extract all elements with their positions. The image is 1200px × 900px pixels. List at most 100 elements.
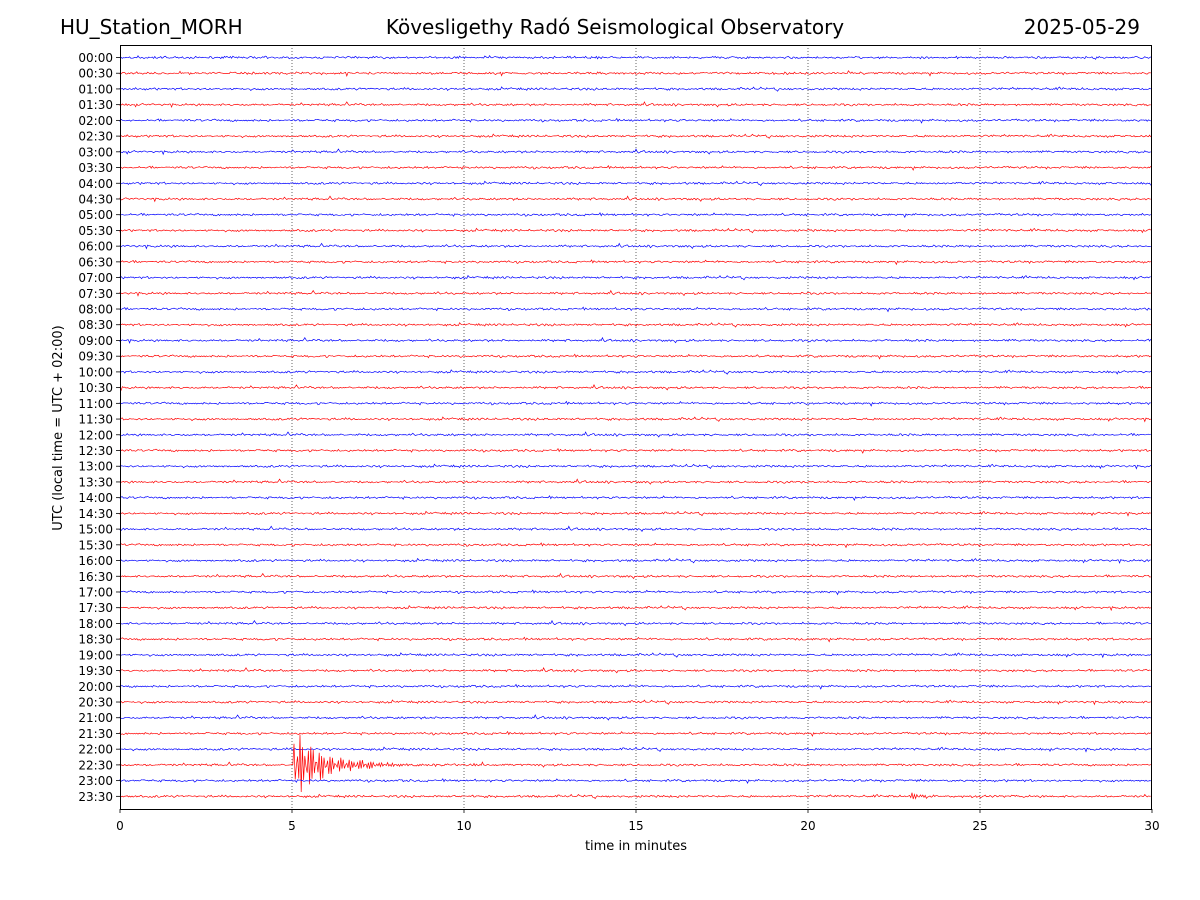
trace-row-2300 bbox=[119, 778, 1151, 785]
y-tick-label: 18:30 bbox=[78, 633, 113, 647]
y-tick-label: 11:00 bbox=[78, 397, 113, 411]
trace-row-1330 bbox=[119, 478, 1151, 485]
y-tick-label: 06:30 bbox=[78, 255, 113, 269]
y-tick-label: 16:30 bbox=[78, 570, 113, 584]
x-tick-label: 20 bbox=[800, 819, 815, 833]
x-tick-label: 0 bbox=[116, 819, 124, 833]
trace-row-0930 bbox=[119, 353, 1151, 360]
trace-row-1400 bbox=[119, 495, 1151, 502]
trace-row-1600 bbox=[119, 557, 1151, 564]
seismic-traces bbox=[119, 55, 1152, 800]
trace-row-1030 bbox=[119, 384, 1151, 392]
trace-row-2200 bbox=[119, 746, 1151, 753]
x-tick-label: 10 bbox=[456, 819, 471, 833]
y-tick-label: 20:00 bbox=[78, 680, 113, 694]
trace-row-2230 bbox=[119, 734, 1151, 792]
trace-row-1200 bbox=[119, 431, 1151, 438]
y-tick-label: 03:30 bbox=[78, 161, 113, 175]
y-tick-label: 17:00 bbox=[78, 585, 113, 599]
y-tick-label: 23:00 bbox=[78, 774, 113, 788]
y-tick-label: 01:00 bbox=[78, 82, 113, 96]
y-tick-label: 04:00 bbox=[78, 177, 113, 191]
y-tick-label: 16:00 bbox=[78, 554, 113, 568]
y-tick-label: 12:00 bbox=[78, 428, 113, 442]
trace-row-1700 bbox=[119, 589, 1152, 596]
trace-row-0630 bbox=[119, 259, 1151, 266]
trace-row-1800 bbox=[119, 619, 1151, 627]
y-tick-label: 13:30 bbox=[78, 475, 113, 489]
y-tick-label: 19:30 bbox=[78, 664, 113, 678]
trace-row-2100 bbox=[119, 714, 1152, 721]
trace-row-2330 bbox=[119, 792, 1151, 800]
trace-row-0500 bbox=[119, 212, 1151, 219]
trace-row-0000 bbox=[119, 55, 1152, 60]
y-tick-label: 15:00 bbox=[78, 523, 113, 537]
x-axis-label: time in minutes bbox=[585, 839, 687, 854]
trace-row-0230 bbox=[119, 133, 1152, 139]
y-tick-label: 09:30 bbox=[78, 350, 113, 364]
y-tick-label: 14:00 bbox=[78, 491, 113, 505]
y-tick-label: 00:30 bbox=[78, 67, 113, 81]
y-tick-label: 23:30 bbox=[78, 790, 113, 804]
y-tick-label: 02:00 bbox=[78, 114, 113, 128]
trace-row-1900 bbox=[119, 652, 1151, 659]
y-tick-label: 06:00 bbox=[78, 240, 113, 254]
y-tick-label: 08:30 bbox=[78, 318, 113, 332]
y-tick-label: 00:00 bbox=[78, 51, 113, 65]
trace-row-0030 bbox=[119, 70, 1151, 77]
y-tick-label: 13:00 bbox=[78, 460, 113, 474]
trace-row-0330 bbox=[119, 164, 1152, 171]
trace-row-0830 bbox=[119, 322, 1151, 328]
y-tick-label: 01:30 bbox=[78, 98, 113, 112]
x-tick-label: 25 bbox=[972, 819, 987, 833]
y-tick-label: 22:30 bbox=[78, 758, 113, 772]
y-tick-label: 21:00 bbox=[78, 711, 113, 725]
trace-row-1130 bbox=[119, 416, 1151, 423]
x-axis-ticks: 0 5 10 15 20 25 30 bbox=[116, 809, 1160, 833]
trace-row-0200 bbox=[119, 117, 1151, 124]
trace-row-0730 bbox=[119, 289, 1151, 297]
trace-row-1000 bbox=[119, 369, 1152, 375]
plot-frame bbox=[120, 45, 1152, 810]
observatory-title: Kövesligethy Radó Seismological Observat… bbox=[385, 15, 845, 39]
trace-row-1930 bbox=[119, 667, 1151, 674]
trace-row-1830 bbox=[119, 636, 1151, 643]
trace-row-0900 bbox=[119, 336, 1152, 344]
trace-row-0100 bbox=[119, 86, 1151, 92]
trace-row-0430 bbox=[119, 195, 1151, 203]
trace-row-1100 bbox=[119, 400, 1151, 407]
trace-row-0600 bbox=[119, 242, 1151, 250]
x-tick-label: 15 bbox=[628, 819, 643, 833]
y-tick-label: 05:00 bbox=[78, 208, 113, 222]
trace-row-1630 bbox=[119, 572, 1151, 580]
trace-row-1300 bbox=[119, 463, 1152, 470]
chart-header: HU_Station_MORH Kövesligethy Radó Seismo… bbox=[0, 0, 1200, 44]
y-tick-label: 10:30 bbox=[78, 381, 113, 395]
trace-row-0700 bbox=[119, 274, 1151, 281]
y-tick-label: 08:00 bbox=[78, 303, 113, 317]
y-axis-label: UTC (local time = UTC + 02:00) bbox=[51, 325, 66, 530]
trace-row-1430 bbox=[119, 510, 1151, 517]
trace-row-0800 bbox=[119, 306, 1151, 313]
y-tick-label: 07:30 bbox=[78, 287, 113, 301]
x-tick-label: 5 bbox=[288, 819, 296, 833]
y-tick-label: 17:30 bbox=[78, 601, 113, 615]
trace-row-0130 bbox=[119, 101, 1151, 109]
trace-row-0400 bbox=[119, 180, 1152, 187]
y-tick-label: 18:00 bbox=[78, 617, 113, 631]
y-tick-label: 07:00 bbox=[78, 271, 113, 285]
trace-row-0530 bbox=[119, 227, 1152, 234]
trace-row-2030 bbox=[119, 699, 1151, 706]
y-tick-label: 22:00 bbox=[78, 743, 113, 757]
trace-row-1730 bbox=[119, 605, 1151, 612]
trace-row-0300 bbox=[119, 148, 1151, 156]
y-tick-label: 09:00 bbox=[78, 334, 113, 348]
x-tick-label: 30 bbox=[1144, 819, 1159, 833]
station-name: HU_Station_MORH bbox=[60, 15, 243, 39]
y-tick-label: 20:30 bbox=[78, 696, 113, 710]
trace-row-2000 bbox=[119, 683, 1151, 690]
chart-date: 2025-05-29 bbox=[1023, 15, 1140, 39]
y-tick-label: 15:30 bbox=[78, 538, 113, 552]
